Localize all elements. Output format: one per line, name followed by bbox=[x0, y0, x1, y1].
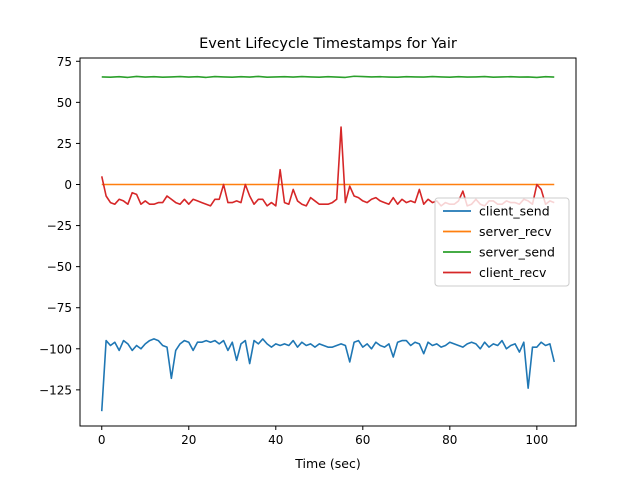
series-lines bbox=[100, 75, 556, 412]
y-tick-label: −125 bbox=[39, 383, 72, 397]
x-tick-label: 40 bbox=[268, 433, 283, 447]
legend-label: server_recv bbox=[479, 224, 552, 239]
x-tick-label: 80 bbox=[442, 433, 457, 447]
x-tick-label: 20 bbox=[181, 433, 196, 447]
legend-label: client_send bbox=[479, 204, 550, 219]
y-tick-label: 25 bbox=[57, 137, 72, 151]
x-tick-label: 60 bbox=[355, 433, 370, 447]
y-tick-label: 0 bbox=[64, 178, 72, 192]
series-line-server-send bbox=[101, 75, 555, 79]
chart-title: Event Lifecycle Timestamps for Yair bbox=[199, 36, 457, 52]
y-tick-label: −100 bbox=[39, 342, 72, 356]
legend-label: client_recv bbox=[479, 265, 547, 280]
series-line-client-send bbox=[100, 338, 556, 412]
legend-label: server_send bbox=[479, 245, 555, 260]
y-tick-label: −75 bbox=[47, 301, 72, 315]
x-tick-label: 100 bbox=[525, 433, 548, 447]
legend-box bbox=[434, 197, 570, 287]
plot-frame bbox=[79, 57, 577, 427]
y-tick-label: 75 bbox=[57, 55, 72, 69]
y-tick-label: 50 bbox=[57, 96, 72, 110]
legend: client_send server_recv server_send client_… bbox=[434, 197, 570, 287]
y-tick-label: −25 bbox=[47, 219, 72, 233]
x-axis-label: Time (sec) bbox=[294, 456, 360, 471]
x-tick-label: 0 bbox=[98, 433, 106, 447]
y-tick-label: −50 bbox=[47, 260, 72, 274]
axes: 0 20 40 60 80 100 −125 −100 −75 −50 −25 0 25 50 75 bbox=[39, 55, 577, 447]
